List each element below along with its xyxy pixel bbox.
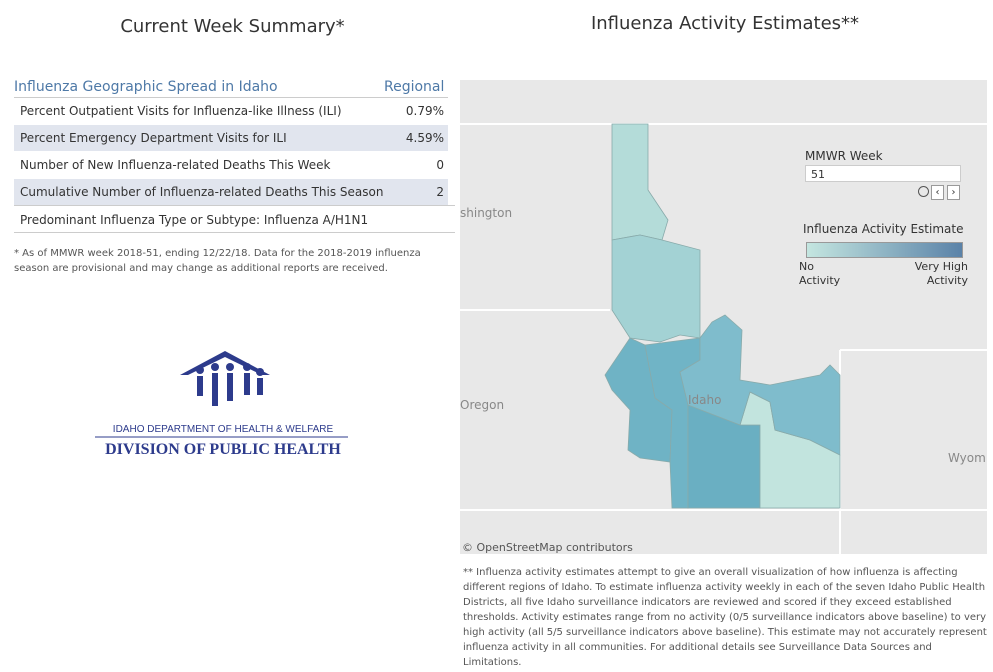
row-value: 0.79% [405, 104, 444, 118]
prev-button[interactable]: ‹ [931, 185, 944, 200]
table-header: Influenza Geographic Spread in Idaho [14, 79, 278, 95]
logo-line2: DIVISION OF PUBLIC HEALTH [105, 441, 341, 458]
table-note: Predominant Influenza Type or Subtype: I… [14, 205, 455, 233]
row-label: Number of New Influenza-related Deaths T… [20, 158, 331, 172]
attribution: © OpenStreetMap contributors [462, 541, 633, 554]
map: shington Oregon Idaho Wyom © OpenStreetM… [460, 80, 987, 554]
place-label: shington [460, 206, 512, 220]
summary-footnote: * As of MMWR week 2018-51, ending 12/22/… [14, 248, 421, 274]
row-label: Percent Emergency Department Visits for … [20, 131, 287, 145]
legend-gradient [806, 242, 963, 258]
mmwr-label: MMWR Week [805, 149, 883, 163]
mmwr-input[interactable]: 51 [805, 165, 961, 182]
map-title: Influenza Activity Estimates** [590, 13, 860, 34]
summary-title: Current Week Summary* [120, 16, 345, 37]
legend-low: No Activity [799, 260, 841, 287]
table-row: Percent Emergency Department Visits for … [14, 125, 448, 151]
row-value: 0 [436, 158, 444, 172]
table-header: Regional [384, 79, 445, 95]
table-row: Number of New Influenza-related Deaths T… [14, 152, 448, 178]
legend-title: Influenza Activity Estimate [803, 222, 964, 236]
place-label: Oregon [460, 398, 504, 412]
row-value: 2 [436, 185, 444, 199]
place-label: Wyom [948, 451, 986, 465]
table-row: Cumulative Number of Influenza-related D… [14, 179, 448, 205]
legend-high: Very High Activity [914, 260, 968, 287]
row-label: Cumulative Number of Influenza-related D… [20, 185, 384, 199]
logo: IDAHO DEPARTMENT OF HEALTH & WELFARE DIV… [95, 351, 348, 458]
place-label: Idaho [688, 393, 721, 407]
row-label: Percent Outpatient Visits for Influenza-… [20, 104, 342, 118]
table-row: Percent Outpatient Visits for Influenza-… [14, 98, 448, 124]
divider [14, 97, 448, 98]
slider-handle[interactable] [918, 186, 929, 197]
logo-line1: IDAHO DEPARTMENT OF HEALTH & WELFARE [113, 424, 334, 435]
next-button[interactable]: › [947, 185, 960, 200]
map-footnote: ** Influenza activity estimates attempt … [463, 567, 987, 668]
row-value: 4.59% [405, 131, 444, 145]
